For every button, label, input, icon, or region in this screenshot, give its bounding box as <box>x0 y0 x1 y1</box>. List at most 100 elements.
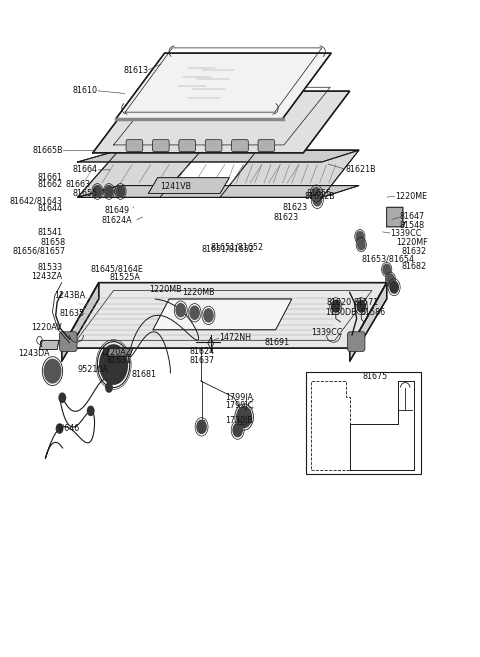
Text: 1243DA: 1243DA <box>18 349 50 358</box>
Text: 81613: 81613 <box>123 66 148 76</box>
Polygon shape <box>220 150 359 197</box>
Text: 81631: 81631 <box>106 356 131 365</box>
Circle shape <box>106 383 112 392</box>
Text: 81644: 81644 <box>37 204 63 213</box>
Text: 81655: 81655 <box>72 189 98 198</box>
Polygon shape <box>107 348 133 356</box>
Polygon shape <box>153 299 292 330</box>
Text: 81681: 81681 <box>131 370 156 379</box>
Circle shape <box>356 231 363 242</box>
FancyBboxPatch shape <box>258 140 275 152</box>
Text: 81610: 81610 <box>72 86 97 95</box>
Text: 81632: 81632 <box>402 246 427 256</box>
FancyBboxPatch shape <box>232 140 248 152</box>
Circle shape <box>237 407 252 428</box>
Circle shape <box>116 185 125 197</box>
Polygon shape <box>350 283 387 361</box>
Circle shape <box>190 306 199 319</box>
Circle shape <box>387 274 394 284</box>
Text: 81541: 81541 <box>37 228 63 237</box>
Text: 81675: 81675 <box>363 372 388 381</box>
Text: 81620: 81620 <box>326 298 352 307</box>
Text: 81635: 81635 <box>60 309 85 318</box>
Text: 81645/8164E: 81645/8164E <box>91 264 144 273</box>
Text: 81623: 81623 <box>283 204 308 212</box>
FancyBboxPatch shape <box>179 140 195 152</box>
Text: 1799JA: 1799JA <box>226 393 253 402</box>
Text: 81649: 81649 <box>105 206 130 215</box>
Circle shape <box>197 420 206 434</box>
Circle shape <box>56 424 63 433</box>
Text: 81661: 81661 <box>37 173 63 182</box>
Text: 1220AV: 1220AV <box>31 323 62 332</box>
Text: 1130DB: 1130DB <box>325 308 357 317</box>
Text: 81647: 81647 <box>400 212 425 221</box>
Bar <box>306 373 420 474</box>
Text: 81623: 81623 <box>273 213 299 221</box>
Polygon shape <box>148 177 229 193</box>
Text: 81662: 81662 <box>37 180 63 189</box>
Text: 81663: 81663 <box>65 180 90 189</box>
Text: 81548: 81548 <box>400 221 425 230</box>
Circle shape <box>59 393 66 402</box>
Text: 81665B: 81665B <box>32 147 63 155</box>
Polygon shape <box>77 150 359 162</box>
Text: 81682: 81682 <box>402 261 427 271</box>
Text: 81658: 81658 <box>40 238 65 247</box>
Text: 81624A: 81624A <box>101 216 132 225</box>
Circle shape <box>87 406 94 415</box>
Text: 81637: 81637 <box>190 356 215 365</box>
Text: 81624: 81624 <box>190 347 215 356</box>
Text: 1472NH: 1472NH <box>219 333 251 342</box>
Text: 81533: 81533 <box>37 263 63 272</box>
Circle shape <box>357 300 365 312</box>
Text: 81664: 81664 <box>73 166 98 174</box>
Text: 1220MF: 1220MF <box>396 238 428 247</box>
Circle shape <box>204 309 213 322</box>
Text: 1220MB: 1220MB <box>149 285 182 294</box>
Text: 1339CC: 1339CC <box>390 229 422 238</box>
Text: 81651/81652: 81651/81652 <box>202 244 255 253</box>
Text: 81586: 81586 <box>361 308 386 317</box>
Text: 1799JC: 1799JC <box>225 401 253 411</box>
Text: 81656/81657: 81656/81657 <box>12 246 65 256</box>
Circle shape <box>390 281 398 293</box>
Text: 1241VB: 1241VB <box>160 182 191 191</box>
Text: 81622B: 81622B <box>304 192 335 200</box>
FancyBboxPatch shape <box>205 140 222 152</box>
Text: 1339CC: 1339CC <box>311 328 342 337</box>
Text: 1243ZA: 1243ZA <box>32 271 63 281</box>
Circle shape <box>383 264 390 275</box>
Polygon shape <box>39 340 59 350</box>
Circle shape <box>176 304 185 317</box>
Text: 9'646: 9'646 <box>57 424 79 433</box>
Text: 81691: 81691 <box>264 338 289 348</box>
Polygon shape <box>77 150 202 197</box>
FancyBboxPatch shape <box>126 140 143 152</box>
Circle shape <box>44 359 61 383</box>
Text: 1730JB: 1730JB <box>226 416 253 425</box>
Text: 81642/81643: 81642/81643 <box>10 196 63 205</box>
Circle shape <box>313 194 322 206</box>
Circle shape <box>105 185 113 197</box>
Polygon shape <box>62 283 387 348</box>
Text: 81621B: 81621B <box>345 166 376 174</box>
Text: 1220ME: 1220ME <box>395 192 427 200</box>
Circle shape <box>332 300 340 312</box>
Text: 1220MB: 1220MB <box>182 288 215 297</box>
Text: 1243BA: 1243BA <box>54 290 85 300</box>
Polygon shape <box>62 283 99 361</box>
Text: 81655: 81655 <box>306 189 331 198</box>
Circle shape <box>233 424 242 437</box>
Text: 81571: 81571 <box>353 298 379 307</box>
Text: 81525A: 81525A <box>109 273 141 282</box>
Polygon shape <box>387 207 405 227</box>
Circle shape <box>312 187 321 199</box>
FancyBboxPatch shape <box>60 332 77 351</box>
Text: 81651/81652: 81651/81652 <box>211 242 264 251</box>
Circle shape <box>100 345 128 384</box>
Polygon shape <box>77 185 359 197</box>
Text: 81653/81654: 81653/81654 <box>361 254 414 263</box>
Text: 95210A: 95210A <box>77 365 108 374</box>
Polygon shape <box>116 53 331 119</box>
